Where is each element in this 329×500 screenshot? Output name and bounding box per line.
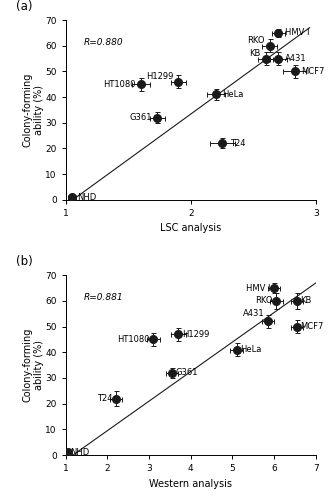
Text: (b): (b) — [16, 255, 33, 268]
Text: HT1080: HT1080 — [117, 335, 150, 344]
Text: HMV I: HMV I — [285, 28, 309, 38]
Text: G361: G361 — [175, 368, 198, 378]
Y-axis label: Colony-forming
ability (%): Colony-forming ability (%) — [22, 72, 44, 147]
X-axis label: Western analysis: Western analysis — [149, 478, 232, 488]
Text: T24: T24 — [230, 139, 245, 148]
Text: A431: A431 — [243, 310, 265, 318]
Text: NHD: NHD — [77, 192, 96, 202]
Text: R=0.880: R=0.880 — [83, 38, 123, 47]
Text: KB: KB — [300, 296, 312, 306]
X-axis label: LSC analysis: LSC analysis — [160, 224, 221, 234]
Text: H1299: H1299 — [146, 72, 173, 81]
Text: (a): (a) — [16, 0, 32, 13]
Text: T24: T24 — [97, 394, 113, 403]
Text: RKO: RKO — [255, 296, 273, 306]
Text: HMV I: HMV I — [246, 284, 271, 292]
Text: KB: KB — [249, 49, 261, 58]
Text: HeLa: HeLa — [222, 90, 243, 99]
Text: H1299: H1299 — [182, 330, 209, 339]
Text: NHD: NHD — [70, 448, 89, 457]
Text: MCF7: MCF7 — [301, 67, 324, 76]
Text: RKO: RKO — [247, 36, 265, 45]
Text: R=0.881: R=0.881 — [83, 293, 123, 302]
Text: G361: G361 — [130, 113, 152, 122]
Text: HT1080: HT1080 — [103, 80, 136, 88]
Text: A431: A431 — [285, 54, 306, 63]
Text: HeLa: HeLa — [240, 345, 261, 354]
Text: MCF7: MCF7 — [300, 322, 324, 331]
Y-axis label: Colony-forming
ability (%): Colony-forming ability (%) — [22, 328, 44, 402]
